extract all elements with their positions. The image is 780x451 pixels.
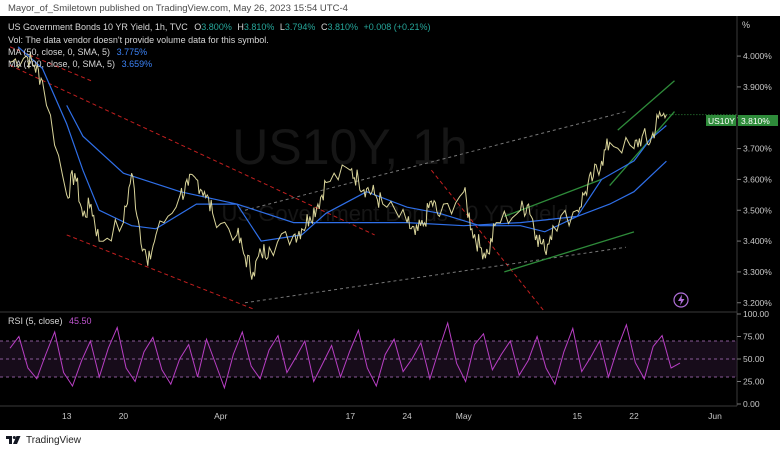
time-axis-label: 24 (402, 411, 412, 421)
resistance-line[interactable] (9, 46, 92, 82)
watermark-symbol: US10Y, 1h (232, 119, 467, 175)
rsi-line[interactable] (9, 321, 681, 390)
rsi-axis-label: 0.00 (743, 399, 760, 409)
channel-line[interactable] (244, 246, 626, 304)
time-axis-label: 22 (629, 411, 639, 421)
time-axis-label: 20 (119, 411, 129, 421)
svg-text:US10Y: US10Y (708, 116, 735, 126)
price-axis-label: 4.000% (743, 51, 772, 61)
trend-line[interactable] (617, 80, 675, 131)
trend-line[interactable] (609, 111, 675, 187)
tradingview-logo-icon (6, 436, 21, 444)
rsi-axis-label: 25.00 (743, 377, 765, 387)
footer-brand: TradingView (26, 434, 82, 446)
price-axis-label: 3.200% (743, 298, 772, 308)
rsi-axis-label: 50.00 (743, 354, 765, 364)
legend-vol: Vol: The data vendor doesn't provide vol… (8, 35, 269, 45)
ma50-line[interactable] (17, 46, 667, 242)
lightning-icon[interactable] (673, 292, 689, 308)
last-price-badge: US10Y 3.810% (706, 115, 778, 126)
svg-text:MA (50, close, 0, SMA, 5): MA (50, close, 0, SMA, 5) 3.775% (8, 47, 147, 57)
time-axis-label: May (456, 411, 473, 421)
price-unit-label: % (742, 20, 750, 30)
price-axis-label: 3.700% (743, 144, 772, 154)
trend-line[interactable] (504, 231, 635, 273)
chart-legend: US Government Bonds 10 YR Yield, 1h, TVC… (8, 22, 431, 69)
svg-text:MA (200, close, 0, SMA, 5): MA (200, close, 0, SMA, 5) 3.659% (8, 59, 152, 69)
publisher-line: Mayor_of_Smiletown published on TradingV… (8, 3, 348, 14)
price-line[interactable] (9, 52, 667, 280)
time-axis-label: Jun (708, 411, 722, 421)
time-axis-label: Apr (214, 411, 227, 421)
legend-ma200: MA (200, close, 0, SMA, 5) (8, 59, 115, 69)
time-axis-label: 17 (346, 411, 356, 421)
rsi-axis-label: 75.00 (743, 332, 765, 342)
rsi-label: RSI (5, close) 45.50 (8, 316, 92, 326)
rsi-axis-label: 100.00 (743, 309, 769, 319)
chart-area[interactable]: US10Y, 1h US Government Bonds 10 YR Yiel… (0, 16, 780, 430)
svg-text:US Government Bonds 10 YR Yiel: US Government Bonds 10 YR Yield, 1h, TVC… (8, 22, 431, 32)
legend-ma200-value: 3.659% (122, 59, 153, 69)
svg-text:3.810%: 3.810% (741, 116, 770, 126)
price-axis-label: 3.600% (743, 174, 772, 184)
price-axis-label: 3.400% (743, 236, 772, 246)
time-axis-label: 13 (62, 411, 72, 421)
time-axis-label: 15 (573, 411, 583, 421)
price-axis-label: 3.300% (743, 267, 772, 277)
price-axis-label: 3.500% (743, 205, 772, 215)
legend-title: US Government Bonds 10 YR Yield, 1h, TVC (8, 22, 188, 32)
resistance-line[interactable] (430, 169, 546, 313)
price-axis-label: 3.900% (743, 82, 772, 92)
support-line[interactable] (66, 234, 254, 310)
tradingview-footer: TradingView (6, 433, 81, 447)
legend-ma50-value: 3.775% (117, 47, 148, 57)
legend-ma50: MA (50, close, 0, SMA, 5) (8, 47, 110, 57)
